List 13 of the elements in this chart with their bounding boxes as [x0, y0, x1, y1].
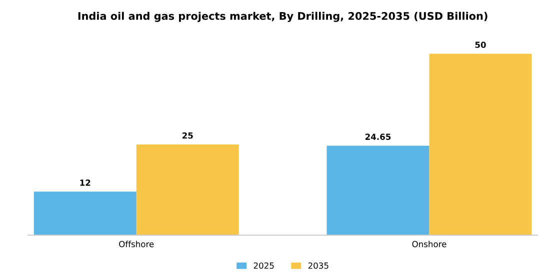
- bar: [326, 146, 430, 236]
- bar: [34, 192, 136, 236]
- data-label: 25: [182, 132, 193, 139]
- bar: [136, 144, 239, 236]
- data-label: 12: [80, 180, 90, 186]
- bar: [429, 54, 532, 236]
- legend-label: 2035: [308, 262, 328, 269]
- data-label: 50: [475, 42, 486, 48]
- data-label: 24.65: [365, 134, 391, 140]
- x-tick-label: Offshore: [119, 240, 154, 248]
- legend-label: 2025: [254, 262, 274, 269]
- x-tick-label: Onshore: [412, 240, 446, 248]
- chart-title: India oil and gas projects market, By Drilling, 2025-2035 (USD Billion): [78, 12, 488, 22]
